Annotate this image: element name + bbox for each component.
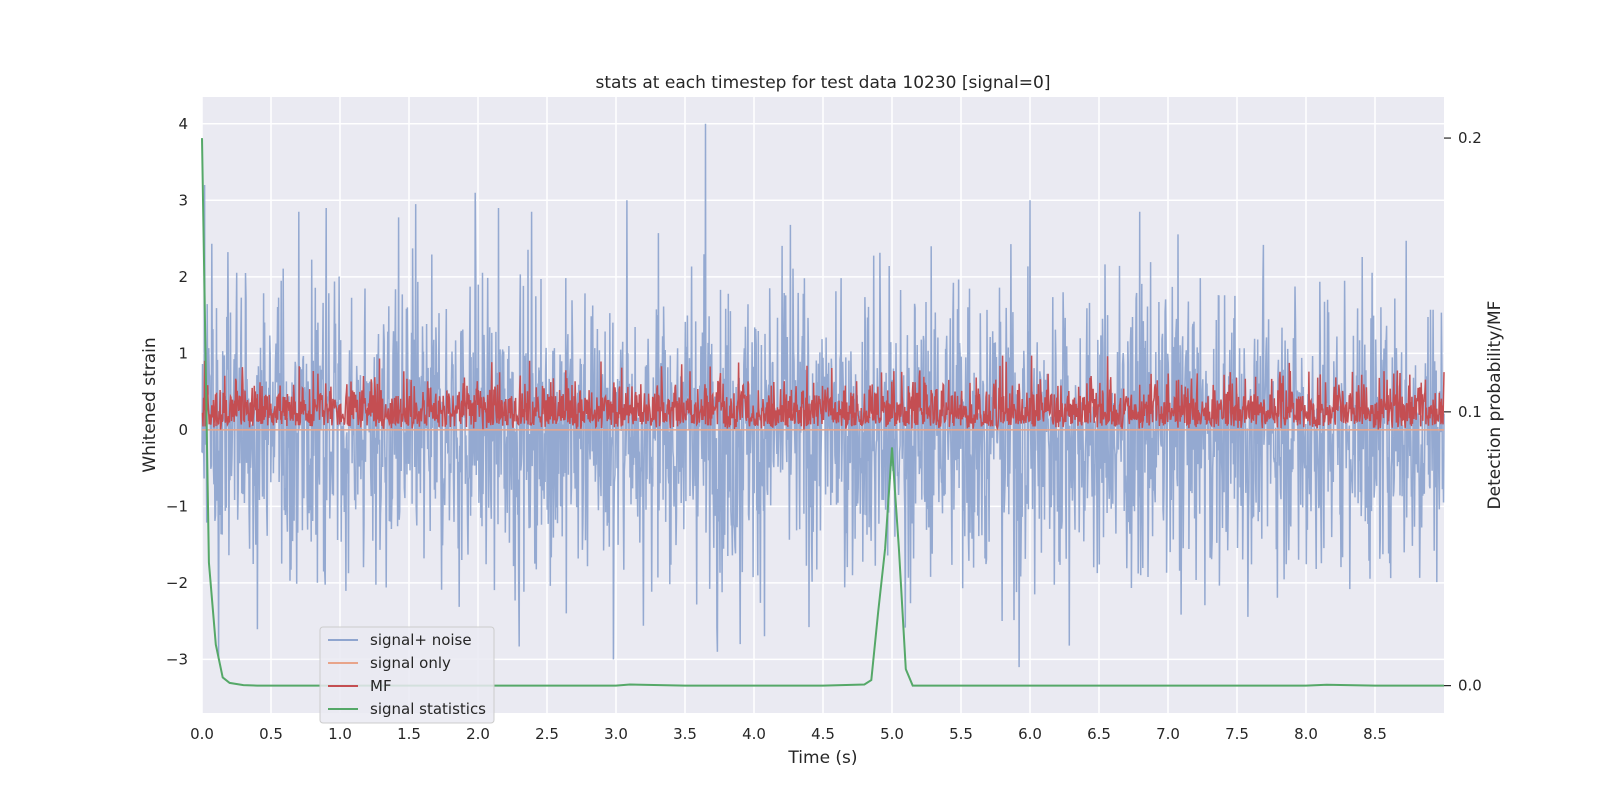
legend-label-signal-only: signal only [370,654,451,672]
plot-lines [201,123,1445,687]
x-tick-label-3: 1.5 [397,725,421,743]
legend-label-signal-statistics: signal statistics [370,700,486,718]
legend: signal+ noise signal only MF signal stat… [319,626,495,724]
y-tick-label-4: 1 [178,344,188,362]
x-tick-label-17: 8.5 [1363,725,1387,743]
series-signal-statistics-line [201,138,1444,687]
x-tick-label-8: 4.0 [742,725,766,743]
y-tick-label-7: 4 [178,115,188,133]
y2-axis-label: Detection probability/MF [1485,301,1505,510]
y2-tick-label-0: 0.0 [1458,677,1482,695]
y-tick-label-0: −3 [166,650,188,668]
y2-tick-label-1: 0.1 [1458,403,1482,421]
y-axis-right: 0.0 0.1 0.2 [1444,129,1482,695]
x-axis-label: Time (s) [787,748,857,768]
y-tick-label-2: −1 [166,497,188,515]
legend-label-signal-noise: signal+ noise [370,631,472,649]
x-tick-label-7: 3.5 [673,725,697,743]
x-tick-label-15: 7.5 [1225,725,1249,743]
x-tick-label-12: 6.0 [1018,725,1042,743]
x-tick-label-13: 6.5 [1087,725,1111,743]
y-tick-label-5: 2 [178,268,188,286]
x-tick-label-0: 0.0 [190,725,214,743]
x-tick-label-11: 5.5 [949,725,973,743]
y-tick-label-1: −2 [166,574,188,592]
y-tick-label-3: 0 [178,421,188,439]
x-tick-label-9: 4.5 [811,725,835,743]
x-tick-label-14: 7.0 [1156,725,1180,743]
x-tick-label-16: 8.0 [1294,725,1318,743]
x-tick-label-10: 5.0 [880,725,904,743]
y2-tick-label-2: 0.2 [1458,129,1482,147]
x-axis: 0.0 0.5 1.0 1.5 2.0 2.5 3.0 3.5 4.0 4.5 5.0 5.5 6.0 6… [190,725,1387,743]
y-axis-label: Whitened strain [140,337,160,472]
legend-box [319,626,495,724]
series-mf-line [201,355,1445,431]
chart-title: stats at each timestep for test data 102… [596,73,1051,93]
y-tick-label-6: 3 [178,191,188,209]
x-tick-label-2: 1.0 [328,725,352,743]
x-tick-label-5: 2.5 [535,725,559,743]
x-tick-label-6: 3.0 [604,725,628,743]
legend-label-mf: MF [370,677,392,695]
x-tick-label-4: 2.0 [466,725,490,743]
x-tick-label-1: 0.5 [259,725,283,743]
y-axis-left: −3 −2 −1 0 1 2 3 4 [166,115,188,669]
